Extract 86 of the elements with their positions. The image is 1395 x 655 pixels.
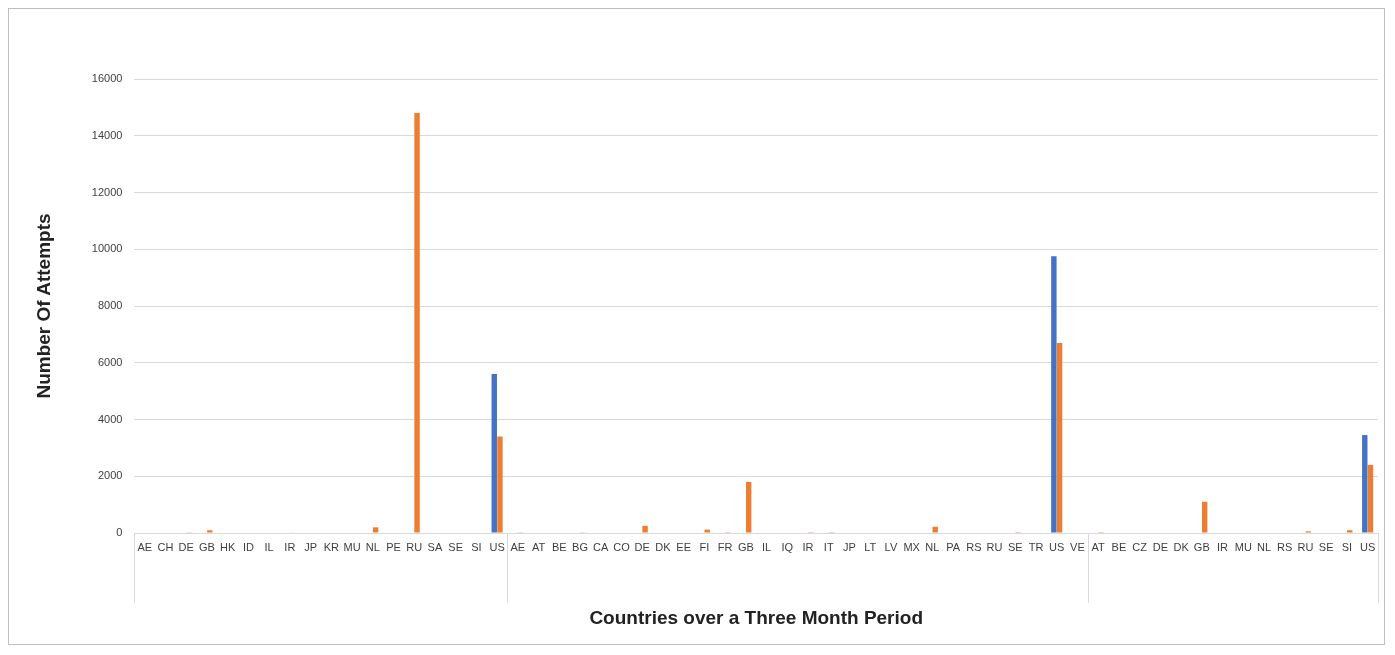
x-tick-label: FI: [699, 540, 710, 553]
x-tick-label: IT: [823, 540, 834, 553]
x-tick-label: PE: [386, 540, 401, 553]
x-tick-label: MX: [903, 540, 921, 553]
x-tick-label: LT: [864, 540, 877, 553]
bar: [491, 374, 497, 533]
bar: [932, 526, 938, 533]
x-tick-label: NL: [1256, 540, 1272, 553]
x-tick-label: CA: [593, 540, 610, 553]
x-tick-label: IL: [761, 540, 772, 553]
x-tick-label: US: [1360, 540, 1376, 553]
x-tick-label: KR: [323, 540, 339, 553]
x-tick-label: AE: [510, 540, 526, 553]
x-tick-label: JP: [843, 540, 856, 553]
x-tick-label: DE: [634, 540, 650, 553]
bar: [414, 113, 420, 533]
x-tick-label: BG: [572, 540, 588, 553]
x-tick-label: IR: [802, 540, 814, 553]
y-tick-label: 12000: [91, 185, 123, 198]
x-tick-label: SE: [1007, 540, 1023, 553]
bar: [1056, 342, 1063, 533]
bar: [745, 481, 752, 533]
x-tick-label: RS: [1277, 540, 1293, 553]
y-tick-label: 16000: [91, 72, 123, 85]
y-axis-title: Number Of Attempts: [32, 213, 54, 399]
x-tick-label: AE: [137, 540, 153, 553]
x-tick-label: JP: [304, 540, 317, 553]
x-tick-label: DK: [1173, 540, 1190, 553]
x-tick-label: PA: [946, 540, 961, 553]
y-tick-label: 0: [116, 526, 123, 539]
x-tick-label: US: [489, 540, 505, 553]
y-tick-label: 6000: [97, 355, 123, 368]
x-tick-label: CZ: [1132, 540, 1148, 553]
x-tick-label: CO: [613, 540, 631, 553]
x-tick-label: RS: [966, 540, 982, 553]
x-tick-label: RU: [406, 540, 423, 553]
x-tick-label: AT: [531, 540, 546, 553]
x-tick-label: US: [1049, 540, 1065, 553]
x-tick-label: DK: [655, 540, 672, 553]
x-tick-label: DE: [178, 540, 194, 553]
bar: [1201, 501, 1208, 533]
x-tick-label: IQ: [781, 540, 794, 553]
x-tick-label: BE: [1111, 540, 1127, 553]
y-tick-label: 2000: [97, 469, 123, 482]
x-tick-label: SE: [1318, 540, 1334, 553]
y-tick-label: 14000: [91, 128, 123, 141]
bar: [642, 525, 648, 533]
bar: [1051, 256, 1057, 533]
y-tick-label: 4000: [97, 412, 123, 425]
x-tick-label: FR: [717, 540, 733, 553]
x-tick-label: RU: [986, 540, 1003, 553]
x-tick-label: LV: [884, 540, 898, 553]
x-tick-label: SE: [448, 540, 463, 553]
x-tick-label: IR: [284, 540, 296, 553]
x-tick-label: SI: [471, 540, 482, 553]
x-tick-label: AT: [1091, 540, 1106, 553]
x-tick-label: GB: [198, 540, 215, 553]
x-tick-label: DE: [1152, 540, 1169, 553]
x-tick-label: NL: [365, 540, 380, 553]
x-tick-label: CH: [157, 540, 174, 553]
x-tick-label: NL: [925, 540, 940, 553]
x-tick-label: EE: [676, 540, 691, 553]
x-tick-label: SI: [1341, 540, 1353, 553]
bar: [1347, 530, 1353, 533]
bar: [497, 436, 503, 533]
y-tick-label: 8000: [97, 299, 123, 312]
x-tick-label: IR: [1217, 540, 1229, 553]
bar: [207, 530, 213, 533]
x-tick-label: BE: [551, 540, 567, 553]
x-tick-label: MU: [1234, 540, 1252, 553]
x-tick-label: SA: [427, 540, 443, 553]
x-tick-label: VE: [1070, 540, 1085, 553]
x-tick-label: HK: [220, 540, 236, 553]
x-tick-label: IL: [264, 540, 274, 553]
bar: [704, 529, 710, 533]
x-tick-label: GB: [737, 540, 754, 553]
x-tick-label: MU: [343, 540, 361, 553]
x-axis-title: Countries over a Three Month Period: [589, 606, 923, 628]
y-tick-label: 10000: [91, 242, 123, 255]
x-tick-label: RU: [1297, 540, 1314, 553]
x-tick-label: ID: [242, 540, 254, 553]
bar: [1362, 435, 1368, 533]
x-tick-label: TR: [1028, 540, 1044, 553]
bar: [372, 527, 379, 533]
bar: [1367, 464, 1374, 533]
x-tick-label: GB: [1193, 540, 1210, 553]
